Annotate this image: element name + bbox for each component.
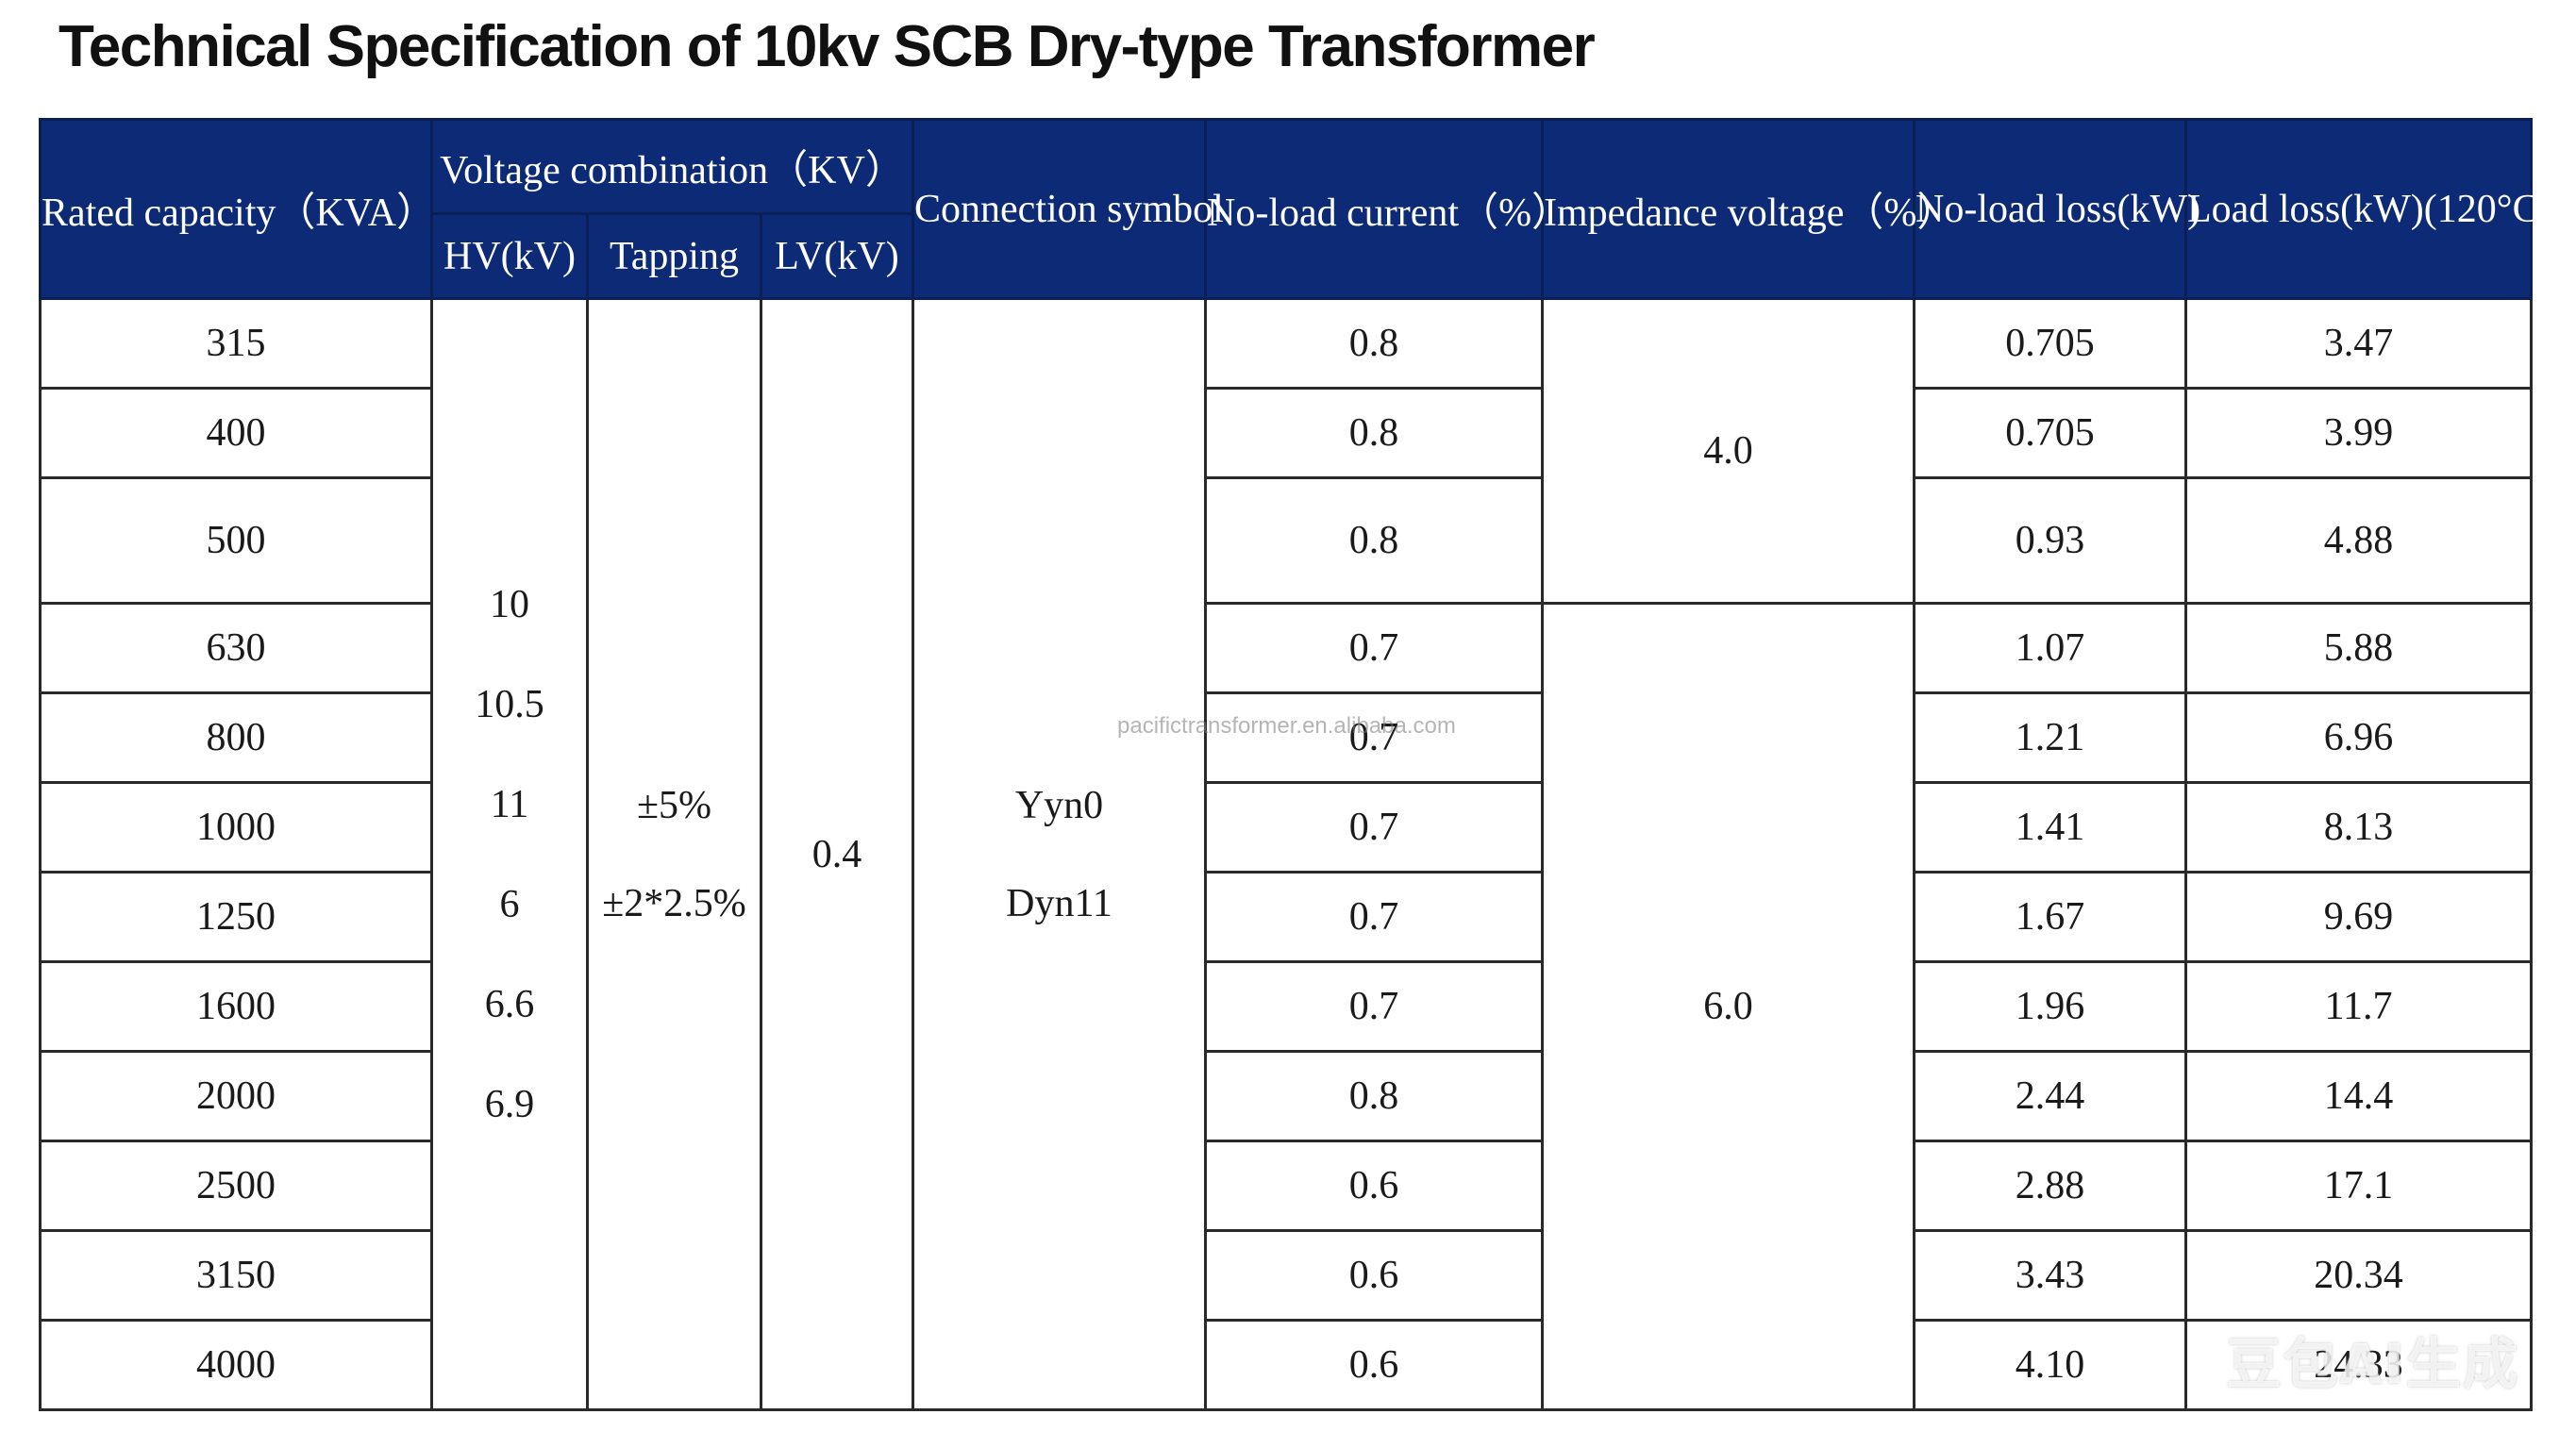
col-no-load-current: No-load current（%） bbox=[1204, 118, 1571, 300]
capacity-cell: 2500 bbox=[39, 1140, 433, 1232]
load-loss-cell: 17.1 bbox=[2184, 1140, 2534, 1232]
tapping-value: ±5% bbox=[636, 783, 712, 827]
table-row: 1600 0.7 1.96 11.7 bbox=[39, 960, 2534, 1053]
no-load-current-cell: 0.8 bbox=[1204, 476, 1545, 605]
load-loss-cell: 3.47 bbox=[2184, 297, 2534, 390]
no-load-loss-cell: 1.07 bbox=[1913, 602, 2188, 694]
col-no-load-loss: No-load loss(kW) bbox=[1913, 118, 2200, 300]
load-loss-cell: 9.69 bbox=[2184, 871, 2534, 963]
hv-value: 6.6 bbox=[484, 982, 535, 1026]
table-row: 630 0.7 6.0 1.07 5.88 bbox=[39, 602, 2534, 1411]
load-loss-cell: 20.34 bbox=[2184, 1229, 2534, 1322]
load-loss-cell: 6.96 bbox=[2184, 691, 2534, 784]
load-loss-cell: 8.13 bbox=[2184, 781, 2534, 874]
no-load-loss-cell: 3.43 bbox=[1913, 1229, 2188, 1322]
table-row: 1250 0.7 1.67 9.69 bbox=[39, 871, 2534, 963]
table-row: 2000 0.8 2.44 14.4 bbox=[39, 1050, 2534, 1142]
no-load-current-cell: 0.8 bbox=[1204, 387, 1545, 479]
capacity-cell: 4000 bbox=[39, 1319, 433, 1411]
no-load-loss-cell: 1.96 bbox=[1913, 960, 2188, 1053]
no-load-current-cell: 0.8 bbox=[1204, 1050, 1545, 1142]
table-row: 500 0.8 0.93 4.88 bbox=[39, 476, 2534, 605]
page-title: Technical Specification of 10kv SCB Dry-… bbox=[59, 14, 1596, 79]
capacity-cell: 315 bbox=[39, 297, 433, 390]
capacity-cell: 1000 bbox=[39, 781, 433, 874]
lv-cell: 0.4 bbox=[759, 297, 915, 1411]
no-load-loss-cell: 2.44 bbox=[1913, 1050, 2188, 1142]
no-load-loss-cell: 0.705 bbox=[1913, 297, 2188, 390]
tapping-cell: ±5% ±2*2.5% bbox=[586, 297, 762, 1411]
col-connection-symbol: Connection symbol bbox=[912, 118, 1224, 300]
col-lv: LV(kV) bbox=[759, 212, 915, 300]
capacity-cell: 1250 bbox=[39, 871, 433, 963]
table-row: 315 10 10.5 11 6 6.6 6.9 ±5% ±2*2.5% 0.4… bbox=[39, 297, 2534, 1411]
col-hv: HV(kV) bbox=[430, 212, 589, 300]
col-load-loss: Load loss(kW)(120°C) bbox=[2184, 118, 2552, 300]
hv-value: 6 bbox=[499, 882, 520, 926]
load-loss-cell: 3.99 bbox=[2184, 387, 2534, 479]
hv-value: 10.5 bbox=[475, 682, 544, 726]
hv-values-cell: 10 10.5 11 6 6.6 6.9 bbox=[430, 297, 589, 1411]
hv-value: 10 bbox=[490, 582, 529, 626]
connection-cell: Yyn0 Dyn11 bbox=[912, 297, 1208, 1411]
capacity-cell: 500 bbox=[39, 476, 433, 605]
no-load-current-cell: 0.7 bbox=[1204, 602, 1545, 694]
connection-value: Dyn11 bbox=[1006, 881, 1112, 925]
impedance-cell: 4.0 bbox=[1541, 297, 1916, 605]
no-load-loss-cell: 2.88 bbox=[1913, 1140, 2188, 1232]
capacity-cell: 630 bbox=[39, 602, 433, 694]
no-load-loss-cell: 1.67 bbox=[1913, 871, 2188, 963]
no-load-current-cell: 0.7 bbox=[1204, 960, 1545, 1053]
no-load-current-cell: 0.7 bbox=[1204, 691, 1545, 784]
col-impedance-voltage: Impedance voltage（%） bbox=[1541, 118, 1956, 300]
capacity-cell: 800 bbox=[39, 691, 433, 784]
hv-value: 6.9 bbox=[484, 1082, 535, 1126]
connection-value: Yyn0 bbox=[1014, 783, 1104, 827]
no-load-current-cell: 0.7 bbox=[1204, 871, 1545, 963]
load-loss-cell: 4.88 bbox=[2184, 476, 2534, 605]
col-rated-capacity: Rated capacity（KVA） bbox=[39, 118, 436, 300]
subheader-row: HV(kV) Tapping LV(kV) bbox=[41, 212, 2532, 300]
no-load-current-cell: 0.7 bbox=[1204, 781, 1545, 874]
capacity-cell: 2000 bbox=[39, 1050, 433, 1142]
table-row: 800 0.7 1.21 6.96 bbox=[39, 691, 2534, 784]
no-load-current-cell: 0.6 bbox=[1204, 1229, 1545, 1322]
load-loss-cell: 14.4 bbox=[2184, 1050, 2534, 1142]
impedance-cell: 6.0 bbox=[1541, 602, 1916, 1411]
col-tapping: Tapping bbox=[586, 212, 762, 300]
header-row: Rated capacity（KVA） Voltage combination（… bbox=[39, 118, 2552, 300]
no-load-loss-cell: 1.21 bbox=[1913, 691, 2188, 784]
no-load-current-cell: 0.8 bbox=[1204, 297, 1545, 390]
hv-value: 11 bbox=[490, 782, 529, 826]
table-row: 400 0.8 0.705 3.99 bbox=[39, 387, 2534, 479]
col-voltage-combination: Voltage combination（KV） bbox=[429, 118, 915, 215]
table-row: 1000 0.7 1.41 8.13 bbox=[39, 781, 2534, 874]
tapping-value: ±2*2.5% bbox=[602, 881, 746, 925]
no-load-loss-cell: 4.10 bbox=[1913, 1319, 2188, 1411]
no-load-loss-cell: 0.93 bbox=[1913, 476, 2188, 605]
table-row: 2500 0.6 2.88 17.1 bbox=[39, 1140, 2534, 1232]
capacity-cell: 3150 bbox=[39, 1229, 433, 1322]
no-load-loss-cell: 0.705 bbox=[1913, 387, 2188, 479]
load-loss-cell: 11.7 bbox=[2184, 960, 2534, 1053]
load-loss-cell: 24.33 bbox=[2184, 1319, 2534, 1411]
table-row: 3150 0.6 3.43 20.34 bbox=[39, 1229, 2534, 1322]
table-row: 4000 0.6 4.10 24.33 bbox=[39, 1319, 2534, 1411]
no-load-loss-cell: 1.41 bbox=[1913, 781, 2188, 874]
capacity-cell: 1600 bbox=[39, 960, 433, 1053]
no-load-current-cell: 0.6 bbox=[1204, 1140, 1545, 1232]
capacity-cell: 400 bbox=[39, 387, 433, 479]
load-loss-cell: 5.88 bbox=[2184, 602, 2534, 694]
no-load-current-cell: 0.6 bbox=[1204, 1319, 1545, 1411]
spec-table: Rated capacity（KVA） Voltage combination（… bbox=[39, 118, 2552, 1411]
